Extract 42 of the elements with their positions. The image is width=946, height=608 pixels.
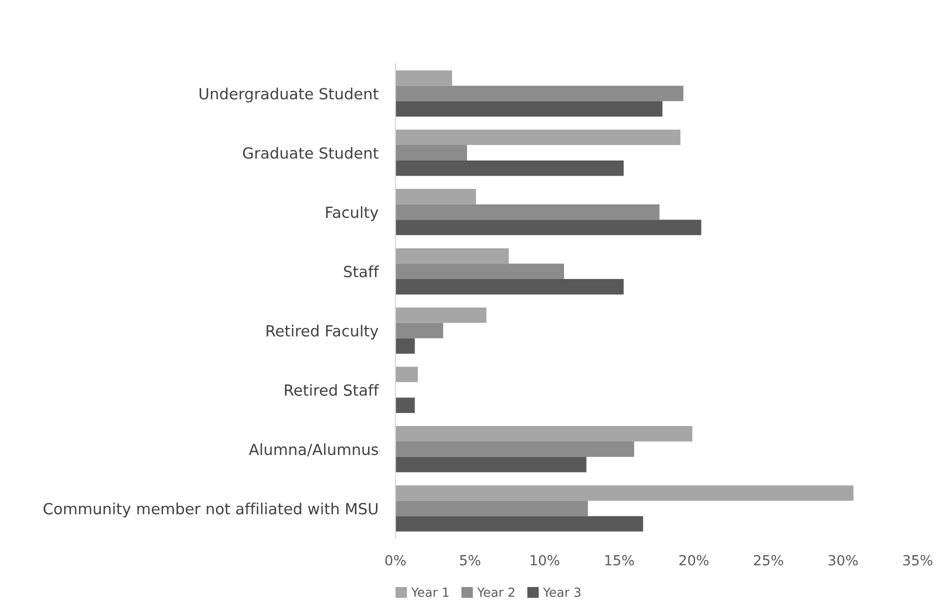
x-tick-label: 25% [754,554,784,566]
bar [395,248,509,264]
y-tick-label: Faculty [326,206,378,222]
legend-label: Year 2 [477,587,514,597]
bar [395,441,634,457]
x-tick-label: 0% [385,554,406,566]
bar [395,307,486,323]
y-tick-label: Graduate Student [243,146,378,159]
bar [395,338,415,354]
bar [395,220,702,236]
legend-label: Year 1 [411,588,448,597]
y-tick-label: Undergraduate Student [200,88,378,102]
bar [395,456,586,472]
bar [395,264,564,280]
bar [395,130,680,146]
x-tick-label: 15% [605,554,634,566]
x-tick-label: 35% [903,554,932,566]
bar [395,279,624,294]
x-tick-label: 20% [679,554,708,566]
bar [395,366,418,382]
bar [395,322,444,338]
x-tick-label: 10% [530,554,560,566]
y-tick-label: Community member not affiliated with MSU [44,502,378,518]
bar [395,160,624,176]
bar [395,516,644,532]
bar [395,426,692,442]
bar [395,485,854,501]
bar [395,398,415,413]
bar [395,500,588,516]
y-tick-label: Retired Faculty [266,324,378,340]
y-tick-label: Alumna/Alumnus [248,443,378,456]
bar [395,188,476,204]
legend-label: Year 3 [543,587,580,597]
y-tick-label: Retired Staff [285,384,380,396]
bar [395,204,660,220]
bar [395,101,662,117]
y-tick-label: Staff [344,266,380,278]
x-tick-label: 5% [460,554,480,566]
bar [395,70,452,86]
x-tick-label: 30% [828,554,858,566]
bar [395,145,468,160]
bar [395,86,684,102]
